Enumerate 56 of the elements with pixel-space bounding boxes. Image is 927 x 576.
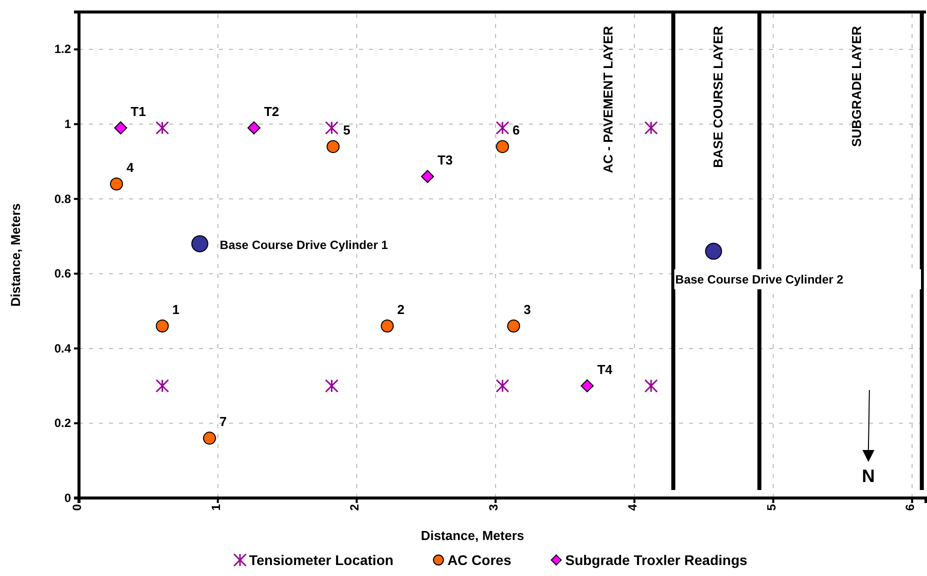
- point: [496, 121, 510, 135]
- point: [644, 379, 658, 393]
- legend-label: AC Cores: [447, 552, 512, 568]
- point: [156, 320, 169, 333]
- point: [496, 379, 510, 393]
- y-tick-label: 0.2: [54, 416, 72, 430]
- annotation: SUBGRADE LAYER: [848, 25, 864, 147]
- annotation: 2: [397, 302, 404, 318]
- point: [247, 121, 260, 134]
- annotation: BASE COURSE LAYER: [710, 25, 726, 168]
- point: [191, 235, 208, 252]
- y-tick-label: 1: [64, 116, 72, 131]
- point: [156, 121, 170, 135]
- point: [496, 140, 509, 154]
- annotation: 4: [126, 160, 134, 175]
- annotation: Base Course Drive Cylinder 1: [220, 238, 388, 252]
- annotation: AC - PAVEMENT LAYER: [600, 25, 616, 174]
- annotation: 3: [524, 302, 531, 318]
- annotation: T2: [264, 104, 280, 119]
- y-tick-label: 0.8: [54, 192, 72, 206]
- annotation: 7: [220, 414, 227, 430]
- annotation: T1: [130, 104, 146, 119]
- point: [114, 121, 128, 134]
- point: [324, 379, 338, 393]
- annotation: 6: [512, 122, 520, 138]
- x-tick-label: 4: [625, 504, 640, 511]
- annotation: T3: [438, 152, 453, 168]
- legend-label: Subgrade Troxler Readings: [565, 552, 748, 568]
- point: [507, 320, 520, 333]
- x-axis-title: Distance, Meters: [420, 528, 524, 543]
- point: [421, 170, 434, 183]
- legend-label: Tensiometer Location: [249, 552, 394, 568]
- point: [326, 140, 340, 154]
- point: [156, 379, 170, 393]
- y-axis-title: Distance, Meters: [8, 203, 23, 307]
- point: [110, 177, 123, 190]
- y-tick-label: 0.6: [54, 266, 72, 281]
- x-tick-label: 1: [208, 504, 223, 511]
- x-tick-label: 6: [903, 504, 918, 511]
- point: [324, 121, 338, 135]
- x-tick-label: 3: [486, 504, 501, 511]
- point: [580, 379, 594, 392]
- point: [203, 432, 216, 445]
- x-tick-label: 5: [764, 504, 778, 511]
- y-tick-label: 0.4: [54, 341, 72, 356]
- x-tick-label: 0: [70, 504, 84, 511]
- annotation: N: [862, 466, 875, 486]
- annotation: 1: [172, 302, 180, 318]
- annotation: T4: [597, 362, 614, 377]
- annotation: 5: [343, 122, 350, 138]
- point: [705, 242, 722, 260]
- point: [644, 121, 658, 135]
- x-tick-label: 2: [348, 504, 362, 511]
- point: [380, 320, 394, 333]
- y-tick-label: 1.2: [54, 42, 72, 56]
- annotation: Base Course Drive Cylinder 2: [675, 272, 844, 286]
